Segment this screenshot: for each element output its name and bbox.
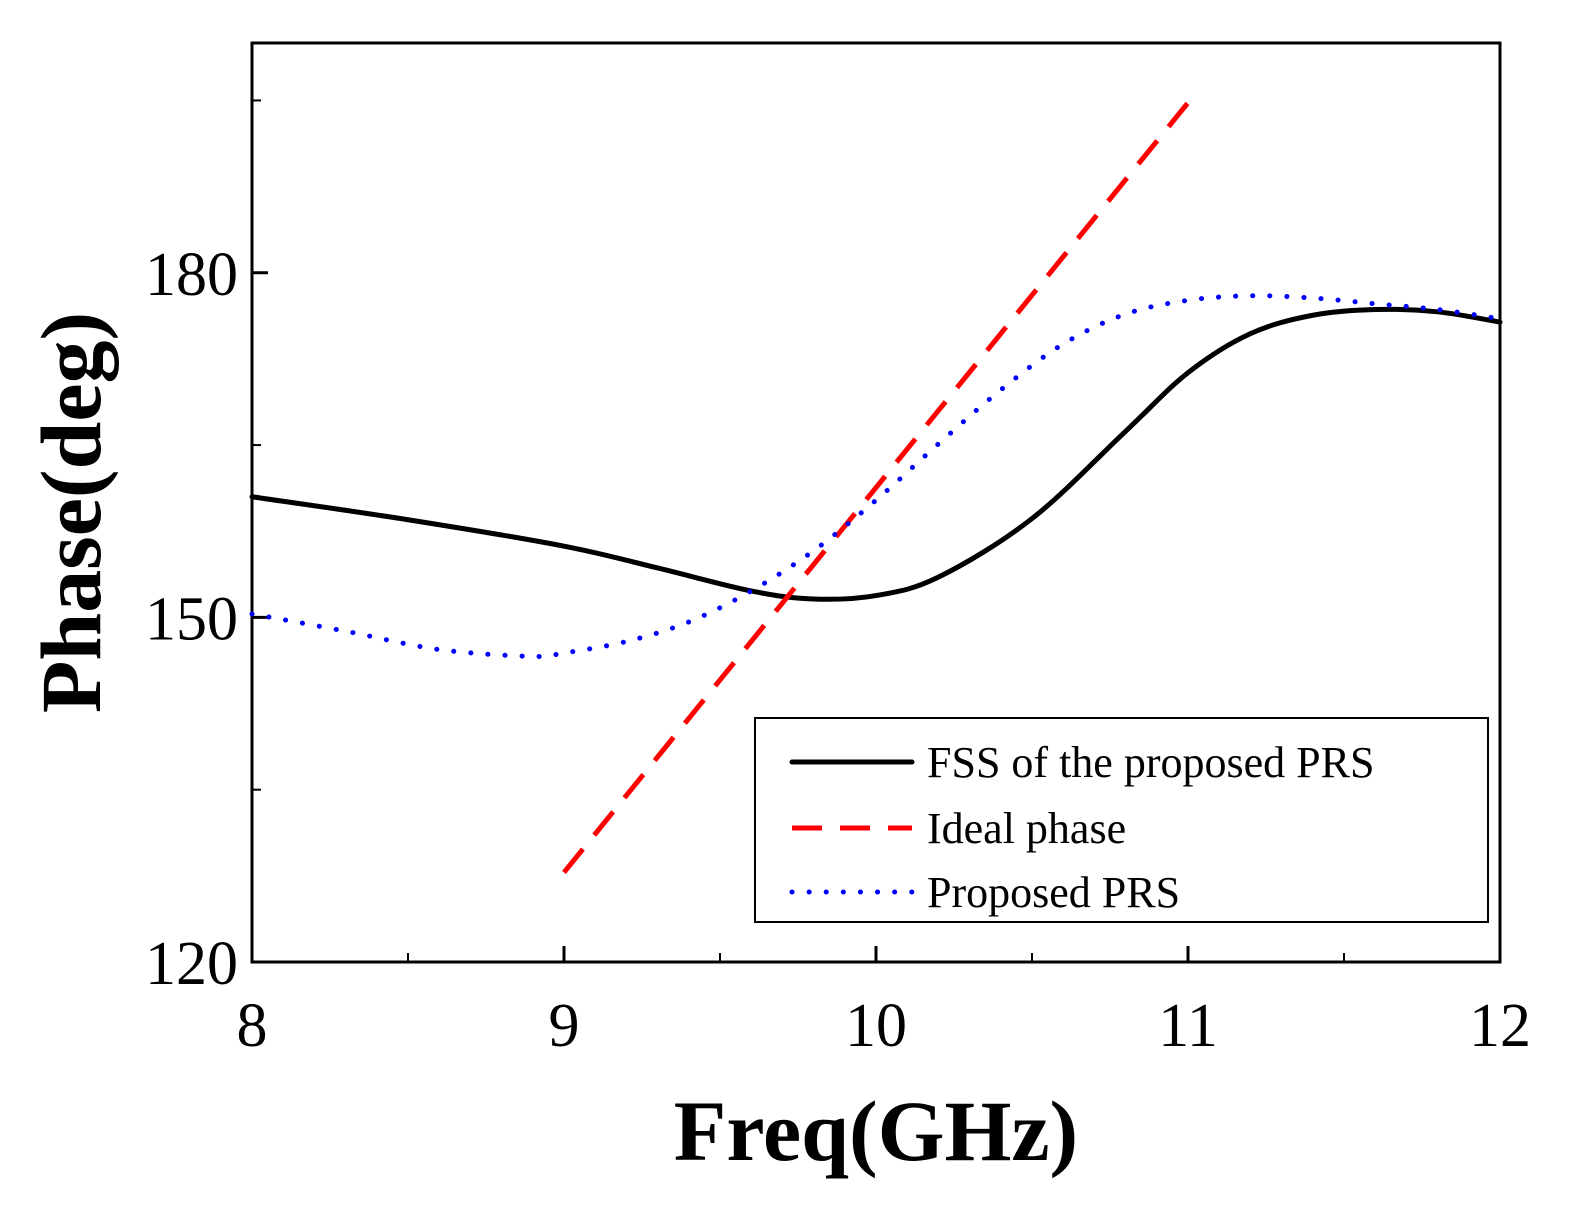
y-tick-label: 180: [145, 241, 238, 309]
x-tick-label: 11: [1158, 992, 1218, 1060]
series-line-fss: [249, 306, 1503, 602]
legend-box: [754, 717, 1489, 923]
x-tick-label: 12: [1469, 992, 1531, 1060]
x-tick-label: 10: [845, 992, 907, 1060]
x-axis-title: Freq(GHz): [674, 1083, 1078, 1179]
tick-labels: 8 9 10 11 12 120 150 180: [145, 241, 1531, 1060]
x-tick-label: 9: [549, 992, 580, 1060]
series-line-ideal: [562, 101, 1190, 874]
y-tick-label: 150: [145, 585, 238, 653]
series-line-proposed: [249, 293, 1503, 660]
tick-marks: [250, 99, 1502, 964]
y-tick-label: 120: [145, 930, 238, 998]
series-lines: [249, 101, 1503, 874]
legend-label-ideal: Ideal phase: [927, 804, 1126, 853]
legend-label-proposed: Proposed PRS: [927, 868, 1180, 917]
y-axis-title: Phase(deg): [23, 312, 119, 713]
legend: FSS of the proposed PRS Ideal phase Prop…: [754, 717, 1489, 923]
legend-label-fss: FSS of the proposed PRS: [927, 738, 1374, 787]
x-tick-label: 8: [237, 992, 268, 1060]
